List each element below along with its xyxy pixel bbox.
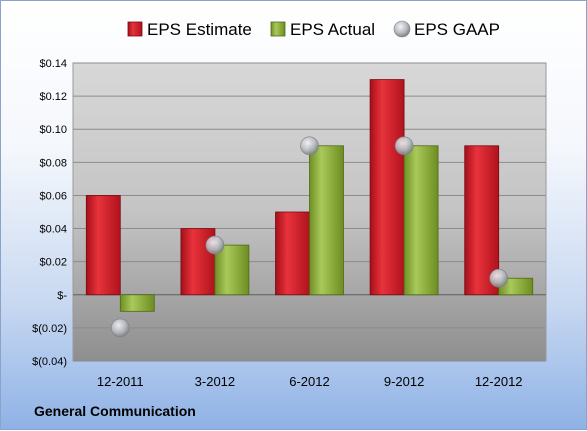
legend-item-eps-estimate: EPS Estimate xyxy=(127,20,252,39)
point-eps-gaap xyxy=(205,235,225,255)
bar-eps-estimate xyxy=(464,145,500,296)
legend-swatch xyxy=(393,20,411,38)
legend-swatch xyxy=(270,21,286,37)
y-tick-label: $0.06 xyxy=(39,190,67,202)
legend-label: EPS Estimate xyxy=(147,20,252,39)
y-tick-label: $0.10 xyxy=(39,124,67,136)
point-eps-gaap xyxy=(300,136,319,156)
x-tick-label: 12-2012 xyxy=(475,374,523,389)
bar-eps-actual xyxy=(403,145,439,296)
x-tick-label: 9-2012 xyxy=(384,374,424,389)
point-eps-gaap xyxy=(489,268,509,288)
point-eps-gaap xyxy=(111,318,130,338)
bar-eps-estimate xyxy=(275,211,310,296)
y-tick-label: $(0.04) xyxy=(32,356,67,368)
legend-item-eps-actual: EPS Actual xyxy=(270,20,375,39)
y-tick-label: $0.14 xyxy=(39,58,67,70)
legend-swatch xyxy=(127,21,143,37)
bar-eps-actual xyxy=(309,145,344,296)
point-eps-gaap xyxy=(394,136,414,156)
bar-eps-estimate xyxy=(369,79,405,296)
x-tick-label: 3-2012 xyxy=(195,374,235,389)
x-tick-label: 6-2012 xyxy=(289,374,329,389)
y-tick-label: $0.08 xyxy=(39,157,67,169)
y-tick-label: $0.02 xyxy=(39,257,67,269)
legend-label: EPS GAAP xyxy=(414,20,500,39)
legend-item-eps-gaap: EPS GAAP xyxy=(393,20,500,39)
legend-label: EPS Actual xyxy=(290,20,375,39)
company-name: General Communication xyxy=(34,403,196,419)
bar-eps-actual xyxy=(214,244,250,296)
y-tick-label: $(0.02) xyxy=(32,323,67,335)
y-tick-label: $0.04 xyxy=(39,224,67,236)
bar-eps-actual xyxy=(119,294,155,312)
x-tick-label: 12-2011 xyxy=(97,374,144,389)
y-tick-label: $- xyxy=(57,290,67,302)
bar-eps-estimate xyxy=(85,195,121,296)
y-tick-label: $0.12 xyxy=(39,91,67,103)
